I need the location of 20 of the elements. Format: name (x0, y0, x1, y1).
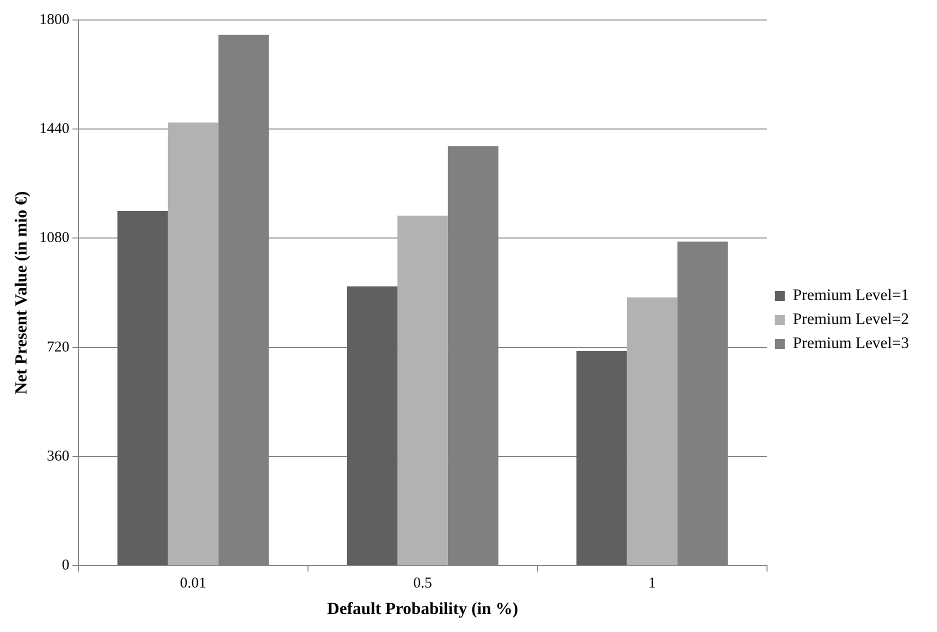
y-tick-label: 360 (46, 448, 70, 464)
y-tick-label: 1440 (39, 121, 70, 138)
legend-label: Premium Level=1 (792, 287, 909, 304)
bar (576, 351, 627, 566)
legend-label: Premium Level=2 (792, 311, 909, 328)
y-axis-title: Net Present Value (in mio €) (12, 191, 31, 394)
y-tick-label: 0 (62, 558, 70, 574)
x-tick-label: 1 (648, 576, 656, 592)
y-tick-label: 1800 (39, 12, 70, 28)
bar (397, 216, 448, 566)
bar (168, 122, 218, 566)
y-tick-label: 1080 (39, 230, 70, 246)
x-tick-label: 0.01 (180, 576, 206, 592)
x-axis-title: Default Probability (in %) (327, 599, 518, 618)
legend-label: Premium Level=3 (792, 335, 909, 352)
bar (626, 297, 678, 566)
bar (117, 210, 168, 566)
x-tick-label: 0.5 (413, 576, 432, 592)
y-tick-label: 720 (46, 339, 70, 356)
bar (346, 286, 398, 566)
